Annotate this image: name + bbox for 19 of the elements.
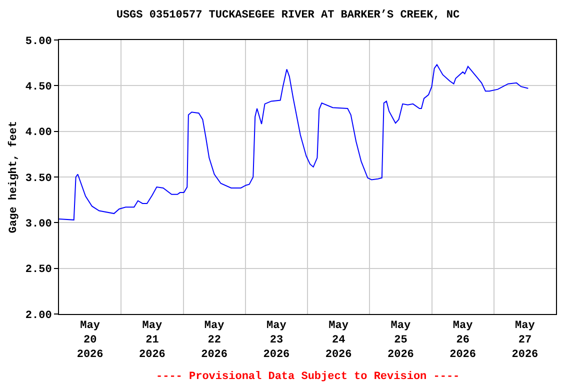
x-tick-label: May 20 2026	[76, 320, 104, 361]
x-tick-label: May 27 2026	[512, 320, 538, 361]
y-tick-label: 2.00	[25, 310, 52, 322]
x-tick-label: May 22 2026	[201, 320, 228, 361]
y-tick-label: 2.50	[25, 264, 52, 276]
y-tick-label: 3.50	[25, 172, 52, 185]
x-tick-label: May 21 2026	[138, 320, 166, 361]
line-series	[59, 64, 529, 220]
y-tick-label: 3.00	[25, 218, 52, 231]
y-axis-title: Gage height, feet	[7, 120, 20, 234]
y-tick-label: 5.00	[25, 36, 52, 48]
chart-title: USGS 03510577 TUCKASEGEE RIVER AT BARKER’S CREEK, NC	[116, 9, 460, 22]
text: ---- Provisional Data Subject to Revision ----	[156, 371, 460, 383]
y-tick-label: 4.00	[25, 127, 52, 140]
x-tick-label: May 23 2026	[263, 320, 290, 361]
x-tick-label: May 26 2026	[450, 320, 476, 361]
x-tick-label: May 24 2026	[325, 320, 352, 361]
y-tick-label: 4.50	[25, 82, 52, 94]
x-tick-label: May 25 2026	[387, 320, 414, 361]
